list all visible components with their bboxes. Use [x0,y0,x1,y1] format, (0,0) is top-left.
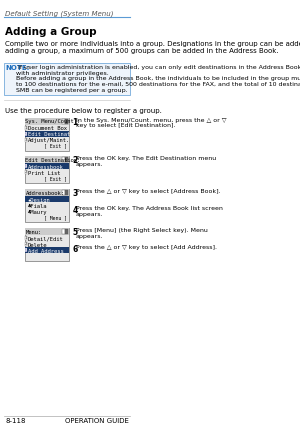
FancyBboxPatch shape [25,170,27,174]
FancyBboxPatch shape [25,248,27,252]
FancyBboxPatch shape [25,118,69,125]
Text: Press the △ or ▽ key to select [Address Book].: Press the △ or ▽ key to select [Address … [76,190,221,194]
Text: Edit Destination: Edit Destination [28,132,80,137]
Text: Sys. Menu/Count.:: Sys. Menu/Count.: [26,119,81,124]
FancyBboxPatch shape [65,190,68,196]
FancyBboxPatch shape [62,119,65,124]
FancyBboxPatch shape [65,229,68,234]
FancyBboxPatch shape [25,242,27,246]
FancyBboxPatch shape [65,158,68,162]
Text: ★Design: ★Design [28,198,50,203]
FancyBboxPatch shape [25,130,69,136]
FancyBboxPatch shape [4,63,130,95]
Text: Adding a Group: Adding a Group [5,27,97,37]
Text: Default Setting (System Menu): Default Setting (System Menu) [5,10,114,17]
FancyBboxPatch shape [25,126,27,130]
Text: Press the △ or ▽ key to select [Add Address].: Press the △ or ▽ key to select [Add Addr… [76,245,217,250]
Text: 2: 2 [73,156,78,165]
FancyBboxPatch shape [25,156,69,164]
Text: 2: 2 [25,242,27,246]
Text: [ Exit ]: [ Exit ] [44,176,67,181]
FancyBboxPatch shape [62,229,65,234]
Text: ♣Fiala: ♣Fiala [28,204,47,209]
FancyBboxPatch shape [25,118,69,150]
FancyBboxPatch shape [25,156,69,184]
Text: NOTE:: NOTE: [6,65,30,71]
Text: ♣Maury: ♣Maury [28,210,47,215]
Text: Document Box: Document Box [28,126,67,131]
Text: 8-118: 8-118 [5,418,26,424]
Text: 3: 3 [73,190,78,198]
Text: Addressbook:: Addressbook: [26,191,64,196]
Text: Delete: Delete [28,243,47,248]
Text: Press the OK key. The Address Book list screen
appears.: Press the OK key. The Address Book list … [76,206,223,217]
Text: Addressbook: Addressbook [28,165,64,170]
Text: Use the procedure below to register a group.: Use the procedure below to register a gr… [5,108,162,113]
Text: 1: 1 [25,236,27,240]
Text: 2: 2 [25,132,27,136]
Text: 4: 4 [73,206,78,215]
Text: Menu:: Menu: [26,230,42,235]
Text: If user login administration is enabled, you can only edit destinations in the A: If user login administration is enabled,… [16,65,300,93]
FancyBboxPatch shape [25,164,27,168]
Text: Print List: Print List [28,171,60,176]
FancyBboxPatch shape [62,190,65,196]
Text: OPERATION GUIDE: OPERATION GUIDE [65,418,129,424]
FancyBboxPatch shape [25,190,69,222]
FancyBboxPatch shape [25,164,69,170]
Text: In the Sys. Menu/Count. menu, press the △ or ▽
key to select [Edit Destination].: In the Sys. Menu/Count. menu, press the … [76,118,226,128]
Text: 1: 1 [25,164,27,168]
Text: Press the OK key. The Edit Destination menu
appears.: Press the OK key. The Edit Destination m… [76,156,216,167]
Text: 3: 3 [25,138,27,142]
FancyBboxPatch shape [25,228,69,261]
Text: 5: 5 [73,228,78,237]
FancyBboxPatch shape [25,190,69,196]
Text: Press [Menu] (the Right Select key). Menu
appears.: Press [Menu] (the Right Select key). Men… [76,228,208,239]
FancyBboxPatch shape [25,236,27,240]
Text: 1: 1 [73,118,78,127]
Text: 3: 3 [25,248,27,252]
Text: 6: 6 [73,245,78,254]
FancyBboxPatch shape [25,138,27,142]
Text: Adjust/Maint.: Adjust/Maint. [28,138,70,143]
Text: [ Menu ]: [ Menu ] [44,215,67,220]
FancyBboxPatch shape [25,228,69,235]
FancyBboxPatch shape [25,196,69,202]
FancyBboxPatch shape [25,247,69,253]
Text: Edit Destination:: Edit Destination: [26,158,81,163]
Text: [ Exit ]: [ Exit ] [44,144,67,148]
FancyBboxPatch shape [25,132,27,136]
FancyBboxPatch shape [62,158,65,162]
Text: Add Address: Add Address [28,249,64,254]
Text: 2: 2 [25,170,27,174]
Text: 1: 1 [25,125,27,130]
Text: Compile two or more individuals into a group. Designations in the group can be a: Compile two or more individuals into a g… [5,41,300,54]
FancyBboxPatch shape [65,119,68,124]
Text: Detail/Edit: Detail/Edit [28,237,64,242]
